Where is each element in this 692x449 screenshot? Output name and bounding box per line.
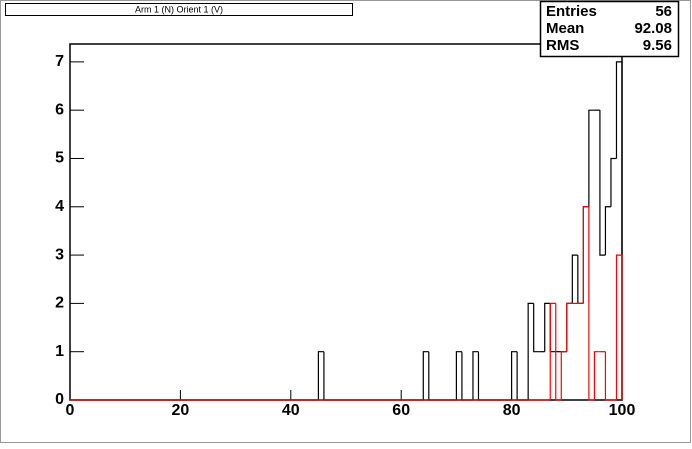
histogram-bin (566, 302, 573, 352)
y-tick-label: 7 (55, 53, 64, 70)
title-box (5, 3, 353, 16)
histogram-bin (511, 351, 518, 400)
y-tick-label: 6 (55, 101, 64, 118)
x-tick-label: 20 (172, 402, 190, 419)
x-tick-label: 60 (392, 402, 410, 419)
y-tick-label: 5 (55, 150, 64, 167)
plot-frame (69, 43, 623, 401)
histogram-bin (604, 206, 611, 256)
histogram-bin (555, 303, 562, 401)
histogram-bin (549, 302, 556, 400)
x-tick-label: 100 (609, 402, 636, 419)
chart-title: Arm 1 (N) Orient 1 (V) (135, 4, 223, 14)
histogram-bin (317, 351, 324, 400)
y-tick-label: 3 (55, 246, 64, 263)
x-tick-label: 80 (503, 402, 521, 419)
histogram-bin (571, 254, 578, 304)
histogram-bin (544, 302, 551, 352)
histogram-bin (472, 351, 479, 400)
histogram-bin (527, 302, 534, 400)
stat-value: 9.56 (643, 37, 672, 54)
histogram-bin (560, 351, 567, 400)
stat-value: 92.08 (634, 20, 672, 37)
histogram-bin (582, 206, 589, 304)
x-tick-label: 0 (66, 402, 75, 419)
y-tick-label: 0 (55, 391, 64, 408)
stat-value: 56 (655, 3, 672, 20)
histogram-bin (455, 351, 462, 400)
histogram-bin (588, 206, 595, 401)
histogram-bin (588, 109, 595, 207)
y-tick-label: 4 (55, 198, 64, 215)
histogram-bin (604, 351, 611, 401)
histogram-bin (593, 351, 600, 400)
stats-box (539, 0, 680, 58)
histogram-bin (615, 254, 623, 400)
histogram-bin (610, 157, 617, 207)
histogram-bin (615, 61, 623, 400)
y-tick-label: 1 (55, 343, 64, 360)
histogram-bin (422, 351, 429, 400)
histogram-bin (533, 303, 540, 353)
stat-label: Entries (546, 3, 597, 20)
stat-label: RMS (546, 37, 579, 54)
stat-label: Mean (546, 20, 584, 37)
histogram-bin (599, 110, 606, 256)
y-tick-label: 2 (55, 295, 64, 312)
x-tick-label: 40 (282, 402, 300, 419)
